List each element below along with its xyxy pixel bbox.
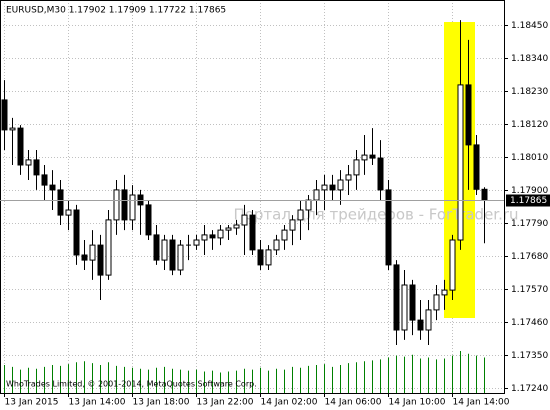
candle-body bbox=[449, 239, 456, 291]
candle-body bbox=[73, 209, 80, 256]
candle-body bbox=[57, 189, 64, 216]
candle-body bbox=[137, 194, 144, 206]
candle-body bbox=[193, 239, 200, 246]
candle-body bbox=[1, 99, 8, 131]
candle-body bbox=[33, 159, 40, 176]
x-tick-label: 14 Jan 02:00 bbox=[261, 398, 318, 408]
candle-body bbox=[385, 189, 392, 266]
y-tick-label: 1.17350 bbox=[511, 351, 548, 361]
candle-body bbox=[257, 249, 264, 266]
chart-title: EURUSD,M30 1.17902 1.17909 1.17722 1.178… bbox=[6, 6, 226, 16]
x-tick-label: 13 Jan 18:00 bbox=[133, 398, 190, 408]
plot-border bbox=[0, 0, 505, 394]
x-tick-label: 13 Jan 22:00 bbox=[197, 398, 254, 408]
candle-body bbox=[9, 127, 16, 131]
y-tick-label: 1.18230 bbox=[511, 87, 548, 97]
candle-body bbox=[353, 159, 360, 176]
candle-body bbox=[409, 284, 416, 321]
candle-body bbox=[473, 144, 480, 190]
candle-body bbox=[249, 214, 256, 251]
candle-body bbox=[129, 194, 136, 221]
y-tick-label: 1.17570 bbox=[511, 285, 548, 295]
y-tick-label: 1.18340 bbox=[511, 54, 548, 64]
candle-body bbox=[377, 157, 384, 191]
candle-body bbox=[457, 84, 464, 241]
current-price-label: 1.17865 bbox=[510, 196, 547, 206]
x-tick-label: 13 Jan 14:00 bbox=[69, 398, 126, 408]
y-tick-label: 1.18120 bbox=[511, 120, 548, 130]
y-tick-label: 1.17460 bbox=[511, 318, 548, 328]
candle-body bbox=[145, 204, 152, 236]
candle-body bbox=[361, 154, 368, 161]
candle-body bbox=[417, 319, 424, 331]
y-tick-label: 1.18450 bbox=[511, 21, 548, 31]
candle-body bbox=[113, 189, 120, 221]
marks bbox=[1, 20, 488, 393]
candle-body bbox=[305, 199, 312, 211]
candle-body bbox=[241, 214, 248, 226]
candle-body bbox=[217, 229, 224, 239]
candle-body bbox=[313, 189, 320, 201]
current-price-box bbox=[506, 194, 550, 207]
candle-body bbox=[393, 264, 400, 331]
candle-body bbox=[41, 174, 48, 186]
candle-body bbox=[289, 219, 296, 231]
candle-body bbox=[369, 154, 376, 159]
candle-body bbox=[81, 254, 88, 261]
x-tick-label: 14 Jan 14:00 bbox=[453, 398, 510, 408]
candle-body bbox=[209, 234, 216, 239]
candle-body bbox=[169, 239, 176, 271]
candle-body bbox=[481, 188, 488, 201]
candle-body bbox=[49, 184, 56, 191]
candle-body bbox=[225, 227, 232, 231]
candle-body bbox=[65, 209, 72, 216]
candle-body bbox=[153, 234, 160, 261]
candle-body bbox=[297, 209, 304, 221]
y-tick-label: 1.17900 bbox=[511, 186, 548, 196]
candle-body bbox=[425, 309, 432, 331]
x-tick-label: 13 Jan 2015 bbox=[5, 398, 59, 408]
candle-body bbox=[329, 184, 336, 191]
candle-body bbox=[233, 224, 240, 229]
candle-body bbox=[17, 127, 24, 166]
candle-body bbox=[337, 179, 344, 191]
candle-body bbox=[281, 229, 288, 241]
candle-body bbox=[465, 84, 472, 146]
candle-body bbox=[401, 284, 408, 331]
candle-body bbox=[273, 239, 280, 251]
candle-body bbox=[89, 244, 96, 261]
candle-body bbox=[97, 244, 104, 276]
candle-body bbox=[161, 239, 168, 261]
candle-body bbox=[121, 189, 128, 221]
copyright: WhoTrades Limited, © 2001-2014, MetaQuot… bbox=[6, 380, 257, 389]
x-tick-label: 14 Jan 06:00 bbox=[325, 398, 382, 408]
y-tick-label: 1.17240 bbox=[511, 384, 548, 394]
candle-body bbox=[25, 159, 32, 166]
candle-body bbox=[433, 294, 440, 311]
candle-body bbox=[441, 289, 448, 296]
candle-body bbox=[345, 174, 352, 181]
candle-body bbox=[201, 234, 208, 241]
candle-body bbox=[265, 249, 272, 266]
y-tick-label: 1.18010 bbox=[511, 153, 548, 163]
candle-body bbox=[177, 244, 184, 271]
y-tick-label: 1.17790 bbox=[511, 219, 548, 229]
x-tick-label: 14 Jan 10:00 bbox=[389, 398, 446, 408]
y-tick-label: 1.17680 bbox=[511, 252, 548, 262]
candle-body bbox=[321, 184, 328, 191]
watermark: Портал для трейдеров - ForTrader.ru bbox=[233, 206, 518, 224]
candle-body bbox=[105, 219, 112, 276]
